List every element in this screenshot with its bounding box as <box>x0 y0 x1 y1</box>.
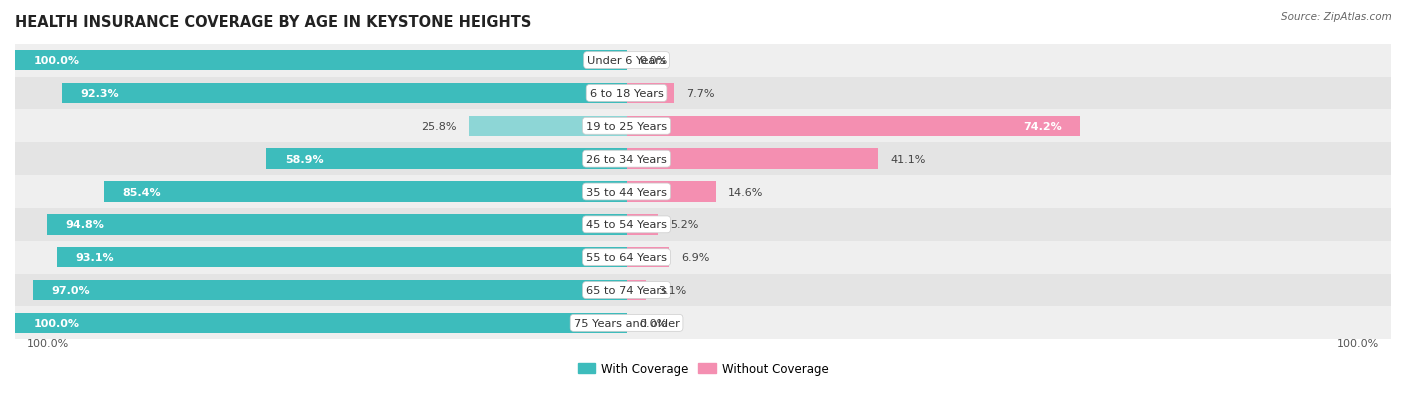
Text: 26 to 34 Years: 26 to 34 Years <box>586 154 666 164</box>
Text: 85.4%: 85.4% <box>122 187 162 197</box>
Legend: With Coverage, Without Coverage: With Coverage, Without Coverage <box>572 358 834 380</box>
Bar <box>15 241 1391 274</box>
Text: 5.2%: 5.2% <box>671 220 699 230</box>
Bar <box>627 215 658 235</box>
Bar <box>15 176 1391 209</box>
Bar <box>627 247 669 268</box>
Text: 100.0%: 100.0% <box>1337 339 1379 349</box>
Text: 100.0%: 100.0% <box>27 339 69 349</box>
Bar <box>62 83 627 104</box>
Bar <box>266 149 627 169</box>
Bar <box>104 182 627 202</box>
Bar <box>34 280 627 301</box>
Text: 94.8%: 94.8% <box>65 220 104 230</box>
Text: Under 6 Years: Under 6 Years <box>588 56 666 66</box>
Text: 74.2%: 74.2% <box>1024 121 1062 131</box>
Bar <box>627 83 673 104</box>
Text: 100.0%: 100.0% <box>34 318 79 328</box>
Bar <box>15 77 1391 110</box>
Text: 65 to 74 Years: 65 to 74 Years <box>586 285 666 295</box>
Text: 3.1%: 3.1% <box>658 285 686 295</box>
Text: 45 to 54 Years: 45 to 54 Years <box>586 220 666 230</box>
Text: 14.6%: 14.6% <box>728 187 763 197</box>
Text: 41.1%: 41.1% <box>890 154 925 164</box>
Bar <box>627 280 645 301</box>
Bar <box>58 247 627 268</box>
Bar <box>627 149 877 169</box>
Text: 92.3%: 92.3% <box>80 89 120 99</box>
Text: 25.8%: 25.8% <box>420 121 457 131</box>
Text: 0.0%: 0.0% <box>638 56 666 66</box>
Text: 93.1%: 93.1% <box>76 253 114 263</box>
Text: 58.9%: 58.9% <box>284 154 323 164</box>
Text: 55 to 64 Years: 55 to 64 Years <box>586 253 666 263</box>
Text: 75 Years and older: 75 Years and older <box>574 318 679 328</box>
Text: 6 to 18 Years: 6 to 18 Years <box>589 89 664 99</box>
Text: 0.0%: 0.0% <box>638 318 666 328</box>
Text: 100.0%: 100.0% <box>34 56 79 66</box>
Bar <box>468 116 627 137</box>
Bar <box>15 143 1391 176</box>
Text: Source: ZipAtlas.com: Source: ZipAtlas.com <box>1281 12 1392 22</box>
Bar <box>15 274 1391 307</box>
Bar <box>15 51 627 71</box>
Bar <box>15 110 1391 143</box>
Text: 7.7%: 7.7% <box>686 89 714 99</box>
Bar <box>46 215 627 235</box>
Bar <box>15 45 1391 77</box>
Bar <box>15 209 1391 241</box>
Bar <box>15 307 1391 339</box>
Bar <box>627 116 1080 137</box>
Text: 19 to 25 Years: 19 to 25 Years <box>586 121 666 131</box>
Text: 6.9%: 6.9% <box>681 253 710 263</box>
Bar <box>15 313 627 333</box>
Bar <box>627 182 716 202</box>
Text: 35 to 44 Years: 35 to 44 Years <box>586 187 666 197</box>
Text: 97.0%: 97.0% <box>52 285 90 295</box>
Text: HEALTH INSURANCE COVERAGE BY AGE IN KEYSTONE HEIGHTS: HEALTH INSURANCE COVERAGE BY AGE IN KEYS… <box>15 15 531 30</box>
